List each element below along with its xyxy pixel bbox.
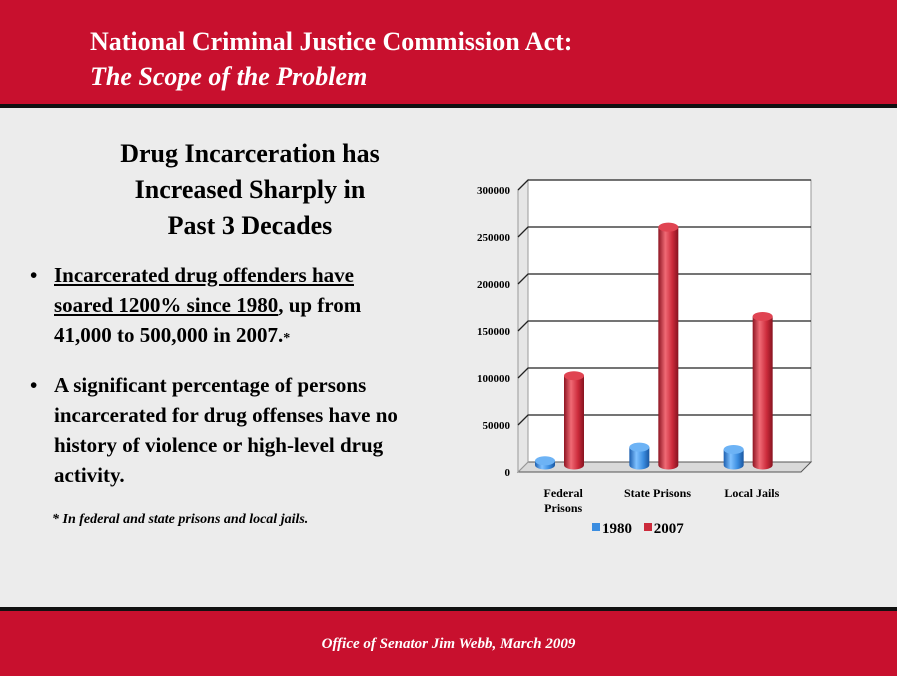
bar-body [564,375,584,470]
bullet-text: incarcerated for drug offenses have no [54,403,398,427]
bar-2007-1 [658,222,679,470]
legend-swatch-2007 [643,523,652,531]
x-tick-label: State Prisons [624,486,691,500]
section-heading: Drug Incarceration has Increased Sharply… [60,136,440,244]
bullet-item: • Incarcerated drug offenders have soare… [30,260,470,354]
gridline [517,367,811,379]
header-banner: National Criminal Justice Commission Act… [0,0,897,108]
legend-swatch-1980 [592,523,600,531]
y-tick-label: 300000 [477,185,511,197]
legend-label: 2007 [653,521,684,537]
bar-1980-2 [723,444,744,470]
slide-title: National Criminal Justice Commission Act… [90,27,573,56]
x-tick-label: Local Jails [724,486,779,500]
legend-label: 1980 [602,521,632,537]
footnote: * In federal and state prisons and local… [52,512,309,527]
bar-1980-0 [535,456,555,470]
y-tick-label: 250000 [477,232,511,244]
bar-cap [723,444,744,454]
bullet-icon: • [30,373,38,397]
section-heading-line: Past 3 Decades [167,211,333,240]
bullet-text: A significant percentage of persons [54,373,367,397]
y-tick-label: 100000 [477,373,511,385]
bar-cap [752,311,773,321]
gridline [517,320,811,332]
chart-legend: 1980 2007 [592,521,692,541]
x-tick-label: Federal [544,486,584,500]
footnote-marker: * [283,331,291,346]
legend-item: 2007 [643,521,684,538]
y-tick-label: 50000 [483,420,511,432]
bar-1980-1 [629,442,650,470]
slide-title-subtitle: The Scope of the Problem [90,62,368,91]
footer-text: Office of Senator Jim Webb, March 2009 [321,636,576,652]
bullet-icon: • [30,263,38,287]
bar-body [658,227,679,470]
bullet-item: • A significant percentage of persons in… [30,370,470,490]
gridline [517,226,811,238]
bar-chart: 0 50000 100000 150000 200000 250000 300000 Fede… [477,178,813,515]
gridline [517,273,811,285]
gridline [517,414,811,426]
bullet-text: activity. [54,463,125,487]
bar-cap [658,222,679,232]
section-heading-line: Increased Sharply in [134,175,366,204]
y-tick-label: 0 [505,467,511,479]
bar-cap [629,442,650,452]
gridline [517,179,811,191]
x-tick-label: Prisons [544,501,582,515]
footer-banner: Office of Senator Jim Webb, March 2009 [0,607,897,676]
bar-cap [535,456,555,466]
bar-body [752,316,773,470]
y-tick-label: 200000 [477,279,511,291]
section-heading-line: Drug Incarceration has [120,139,380,168]
bar-2007-0 [564,371,584,470]
bar-body [723,449,744,470]
bar-cap [564,371,584,381]
legend-item: 1980 [592,521,632,538]
bullet-text-underlined: soared 1200% since 1980 [54,293,279,317]
bullet-text: history of violence or high-level drug [54,433,384,457]
bullet-text: , up from [278,293,362,317]
bullet-text-underlined: Incarcerated drug offenders have [54,263,354,287]
bar-body [629,447,650,470]
bar-2007-2 [752,311,773,470]
y-tick-label: 150000 [477,326,511,338]
bullet-list: • Incarcerated drug offenders have soare… [30,260,470,506]
bullet-text: 41,000 to 500,000 in 2007. [54,323,284,347]
